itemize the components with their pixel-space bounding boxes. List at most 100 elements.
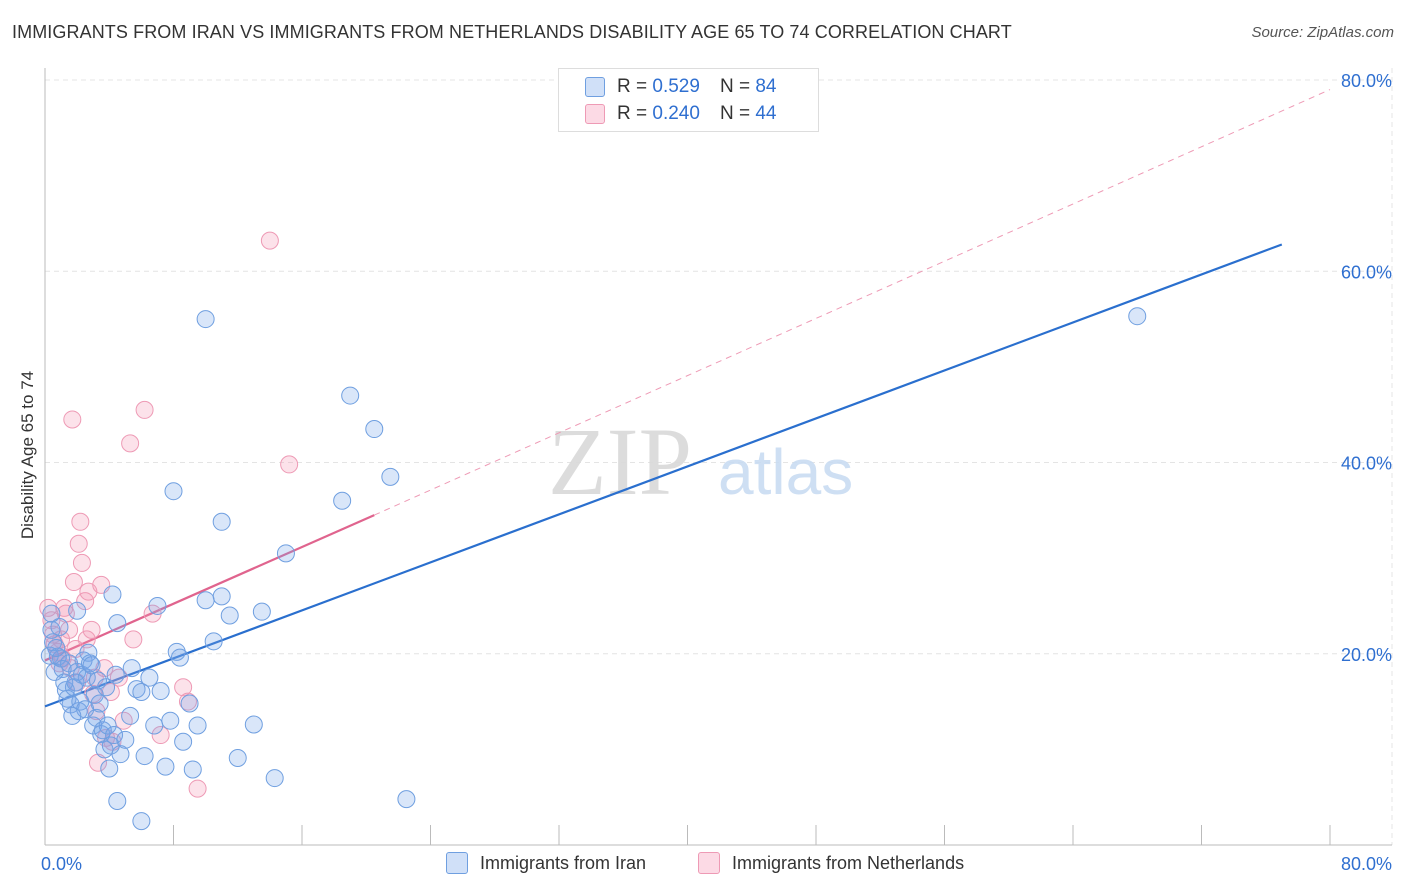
grid-lines	[45, 68, 1393, 845]
iran-point	[333, 491, 352, 510]
iran-point	[212, 587, 231, 606]
iran-point	[252, 602, 271, 621]
iran-point	[116, 730, 135, 749]
iran-point	[135, 747, 154, 766]
iran-point	[220, 606, 239, 625]
y-tick-label: 40.0%	[1341, 454, 1392, 474]
iran-point	[228, 748, 247, 767]
source-label: Source: ZipAtlas.com	[1251, 24, 1394, 41]
chart-title: IMMIGRANTS FROM IRAN VS IMMIGRANTS FROM …	[12, 22, 1012, 42]
iran-point	[196, 310, 215, 329]
netherlands-point	[64, 573, 83, 592]
bottom-legend-swatch-iran	[446, 852, 468, 874]
iran-point	[108, 614, 127, 633]
iran-point	[170, 648, 189, 667]
iran-point	[42, 604, 61, 623]
iran-point	[183, 760, 202, 779]
netherlands-point	[82, 620, 101, 639]
netherlands-trend-extension	[374, 89, 1331, 516]
iran-point	[167, 642, 186, 661]
legend-swatch-iran	[585, 77, 605, 97]
x-tick-label-min: 0.0%	[41, 854, 82, 874]
iran-point	[111, 745, 130, 764]
iran-point	[148, 596, 167, 615]
iran-point	[276, 544, 295, 563]
legend-iran-n-label: N =	[719, 76, 751, 97]
iran-point	[365, 420, 384, 439]
iran-point	[265, 769, 284, 788]
bottom-legend-swatch-netherlands	[698, 852, 720, 874]
iran-point	[397, 790, 416, 809]
bottom-legend-iran-label: Immigrants from Iran	[480, 852, 647, 873]
netherlands-point	[280, 455, 299, 474]
iran-point	[108, 792, 127, 811]
iran-point	[106, 665, 125, 684]
iran-point	[93, 721, 112, 740]
iran-point	[122, 659, 141, 678]
legend-iran-n-value: 84	[755, 76, 777, 97]
legend-neth-n-label: N =	[719, 103, 751, 124]
netherlands-point	[124, 630, 143, 649]
iran-point	[180, 694, 199, 713]
netherlands-point	[63, 410, 82, 429]
netherlands-point	[72, 553, 91, 572]
y-tick-label: 20.0%	[1341, 645, 1392, 665]
iran-point	[188, 716, 207, 735]
legend-neth-r-value: 0.240	[652, 103, 700, 124]
legend-neth-r-label: R =	[617, 103, 648, 124]
iran-point	[98, 716, 117, 735]
iran-point	[212, 512, 231, 531]
iran-point	[82, 656, 101, 675]
trend-lines	[44, 89, 1331, 708]
iran-point	[66, 673, 85, 692]
iran-point	[132, 683, 151, 701]
netherlands-point	[151, 726, 170, 745]
iran-point	[164, 482, 183, 501]
iran-point	[381, 467, 400, 486]
tick-labels: 20.0% 40.0% 60.0% 80.0% 0.0% 80.0%	[41, 71, 1392, 874]
bottom-legend-neth-label: Immigrants from Netherlands	[732, 852, 965, 873]
axes	[44, 68, 1392, 846]
iran-point	[140, 668, 159, 687]
netherlands-trend-line	[44, 514, 375, 662]
bottom-legend-netherlands: Immigrants from Netherlands	[698, 852, 964, 874]
legend-neth-n-value: 44	[755, 103, 777, 124]
watermark-zip: ZIP	[548, 408, 692, 515]
iran-trend-line	[44, 243, 1283, 708]
iran-points	[40, 307, 1147, 831]
netherlands-point	[174, 678, 193, 697]
watermark-atlas: atlas	[718, 436, 853, 508]
y-axis-label: Disability Age 65 to 74	[18, 371, 37, 539]
iran-point	[47, 639, 66, 658]
y-tick-label: 60.0%	[1341, 262, 1392, 282]
netherlands-point	[260, 231, 279, 250]
iran-point	[103, 585, 122, 604]
iran-point	[145, 716, 164, 735]
netherlands-point	[77, 630, 96, 649]
correlation-legend: R = 0.529 N = 84 R = 0.240 N = 44	[558, 68, 819, 132]
iran-point	[68, 601, 87, 620]
iran-point	[50, 617, 69, 636]
iran-point	[97, 678, 116, 697]
netherlands-point	[69, 534, 88, 553]
iran-point	[341, 386, 360, 405]
bottom-legend-iran: Immigrants from Iran	[446, 852, 646, 874]
iran-point	[156, 757, 175, 776]
legend-iran-r-label: R =	[617, 76, 648, 97]
iran-point	[1128, 307, 1147, 326]
iran-point	[90, 694, 109, 713]
iran-point	[174, 732, 193, 751]
iran-point	[121, 706, 140, 725]
netherlands-point	[71, 512, 90, 531]
legend-iran-r-value: 0.529	[652, 76, 700, 97]
x-tick-label-max: 80.0%	[1341, 854, 1392, 874]
netherlands-point	[135, 400, 154, 419]
watermark: ZIP atlas	[548, 408, 853, 515]
iran-point	[151, 682, 170, 701]
netherlands-point	[121, 434, 140, 453]
legend-swatch-netherlands	[585, 104, 605, 124]
legend-row-netherlands: R = 0.240 N = 44	[585, 103, 776, 125]
netherlands-point	[188, 779, 207, 798]
iran-point	[127, 680, 146, 699]
